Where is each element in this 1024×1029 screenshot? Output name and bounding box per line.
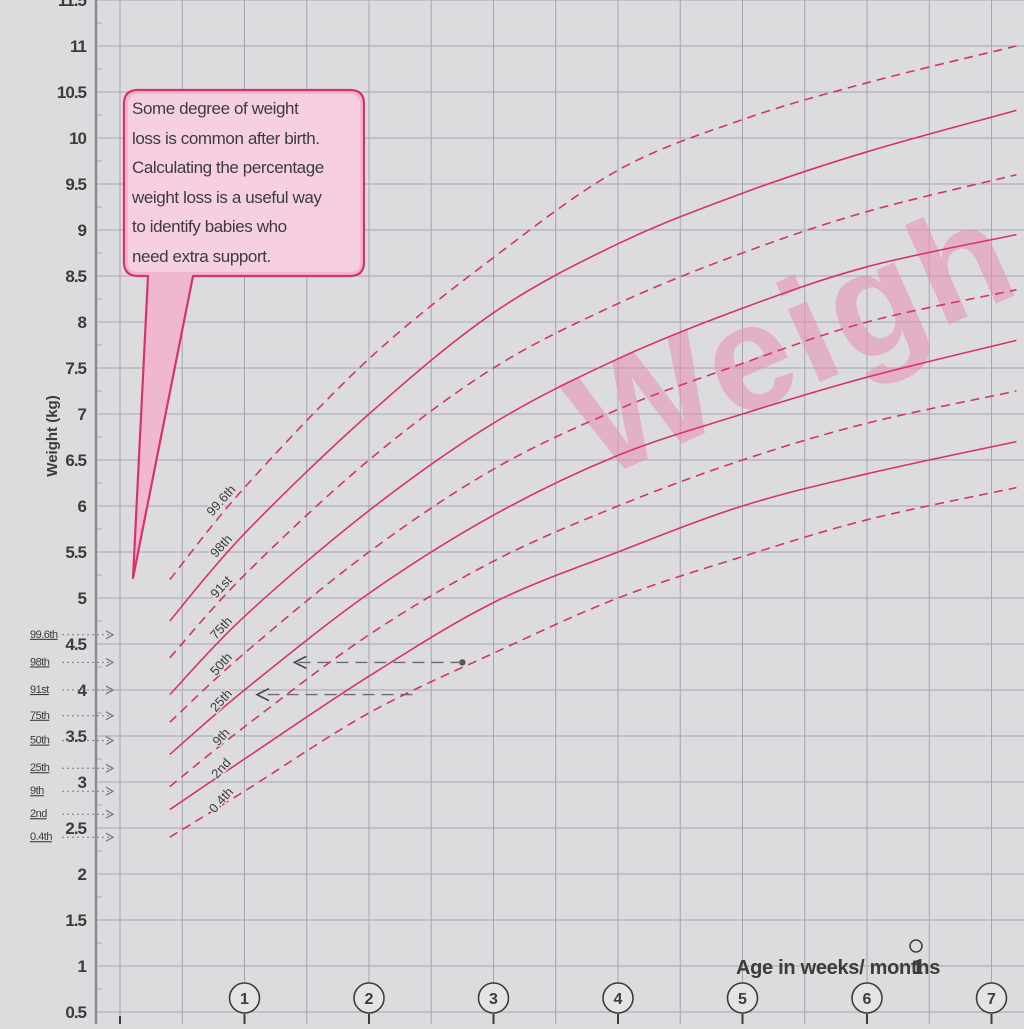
week-label: 2 <box>365 991 374 1008</box>
y-tick-label: 7.5 <box>65 359 86 378</box>
month-marker-icon <box>909 939 923 953</box>
birth-percentile-arrow <box>105 657 115 667</box>
birth-percentile-label: 50th <box>30 735 50 747</box>
y-tick-label: 1.5 <box>65 911 86 930</box>
y-tick-label: 4.5 <box>65 635 86 654</box>
birth-percentile-arrow <box>105 786 115 796</box>
birth-percentile-arrow <box>105 711 115 721</box>
birth-percentile-label: 9th <box>30 785 44 797</box>
week-circle <box>602 982 634 1014</box>
y-tick-label: 6 <box>78 497 87 516</box>
birth-percentile-arrow <box>105 809 115 819</box>
week-circle <box>477 982 510 1014</box>
y-tick-label: 1 <box>78 957 87 976</box>
y-tick-label: 2.5 <box>65 819 86 838</box>
birth-percentile-arrow <box>105 736 115 746</box>
percentile-curve-75th <box>169 233 1017 696</box>
birth-percentile-label: 0.4th <box>30 831 52 843</box>
week-circle <box>228 982 261 1014</box>
percentile-curve-50th <box>169 289 1017 723</box>
percentile-curve-98th <box>169 109 1017 622</box>
annotation-arrowhead <box>255 687 270 702</box>
week-label: 6 <box>863 991 872 1008</box>
week-circle <box>975 982 1008 1014</box>
y-tick-label: 11 <box>70 37 87 56</box>
week-label: 1 <box>240 991 249 1008</box>
y-tick-label: 9 <box>78 221 87 240</box>
week-circle <box>726 982 759 1014</box>
week-circle <box>851 982 883 1014</box>
y-tick-label: 6.5 <box>65 451 86 470</box>
week-label: 5 <box>738 991 747 1008</box>
annotation-arrowhead <box>292 655 307 670</box>
birth-percentile-arrow <box>105 685 115 695</box>
week-label: 3 <box>489 991 498 1008</box>
y-tick-label: 10 <box>69 129 86 148</box>
birth-percentile-arrow <box>105 630 115 640</box>
x-axis-title: Age in weeks/ months <box>736 957 940 979</box>
birth-percentile-label: 25th <box>30 762 50 774</box>
y-tick-label: 7 <box>78 405 87 424</box>
birth-percentile-label: 75th <box>30 710 50 722</box>
y-tick-label: 11.5 <box>58 0 87 10</box>
birth-percentile-arrow <box>105 832 115 842</box>
birth-percentile-label: 91st <box>30 684 49 696</box>
birth-percentile-label: 98th <box>30 656 50 668</box>
y-tick-label: 9.5 <box>65 175 86 194</box>
y-axis-title: Weight (kg) <box>44 395 61 476</box>
percentile-curve-0-4th <box>169 486 1017 838</box>
y-tick-label: 5.5 <box>65 543 86 562</box>
percentile-curves <box>169 45 1017 838</box>
birth-percentile-arrow <box>105 763 115 773</box>
month-marker-label: 1 <box>912 957 923 979</box>
y-tick-label: 0.5 <box>65 1003 86 1022</box>
week-circle <box>353 982 385 1014</box>
week-label: 4 <box>614 991 623 1008</box>
y-tick-label: 2 <box>78 865 87 884</box>
percentile-curve-25th <box>169 339 1017 756</box>
percentile-curve-9th <box>169 390 1017 788</box>
percentile-curve-99-6th <box>169 45 1017 581</box>
y-tick-label: 8.5 <box>65 267 86 286</box>
y-tick-label: 10.5 <box>57 83 87 102</box>
percentile-curve-91st <box>169 174 1017 659</box>
birth-percentile-label: 99.6th <box>30 629 58 641</box>
percentile-curve-2nd <box>169 440 1017 811</box>
y-tick-label: 8 <box>78 313 87 332</box>
y-tick-label: 3 <box>78 773 87 792</box>
y-tick-label: 3.5 <box>65 727 86 746</box>
week-label: 7 <box>987 991 996 1008</box>
y-tick-label: 5 <box>78 589 87 608</box>
callout-panel <box>128 94 360 272</box>
birth-percentile-label: 2nd <box>30 808 47 820</box>
